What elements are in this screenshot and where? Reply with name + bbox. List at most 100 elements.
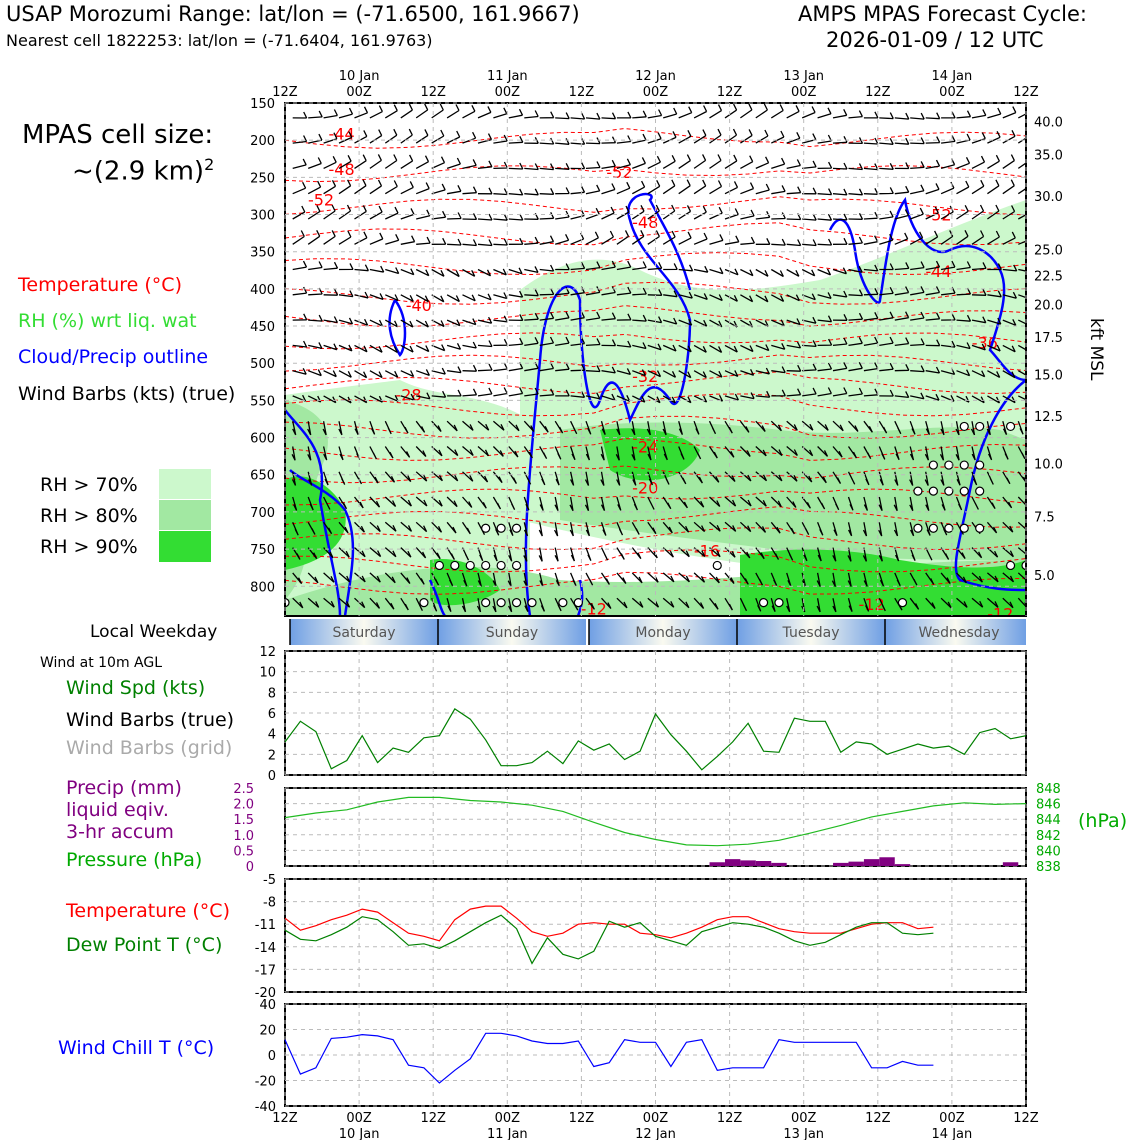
wind-barb [462, 268, 476, 277]
wind-barb [585, 446, 591, 461]
wind-barb [400, 128, 413, 144]
precip-bar [833, 862, 849, 866]
wind-barb [369, 232, 384, 245]
wind-barb [709, 234, 724, 245]
wind-barb [338, 155, 352, 169]
wind-barb [369, 154, 382, 169]
pressure-ytick: 842 [1036, 829, 1061, 844]
wind-barb [940, 260, 956, 271]
wind-barb [477, 547, 484, 562]
wind-barb [986, 446, 993, 461]
wind-barb [323, 496, 331, 510]
wind-barb [925, 572, 935, 585]
wind-barb [847, 496, 854, 511]
wind-barb [832, 267, 847, 275]
calm-circle [959, 486, 969, 496]
wind-barb [925, 136, 941, 144]
wind-barb [585, 231, 599, 245]
wind-barb [1002, 421, 1008, 435]
wind-barb [431, 344, 446, 352]
wind-barb [693, 232, 708, 245]
wind-barb [801, 293, 816, 301]
wind-barb [863, 312, 879, 321]
wind-barb [786, 598, 791, 613]
wind-barb [893, 522, 899, 537]
calm-circle [450, 560, 460, 571]
wind-barb [678, 154, 691, 169]
wind-barb [601, 339, 617, 347]
weekday-day-label: Wednesday [918, 625, 999, 641]
wind-barb [755, 183, 770, 195]
wind-barb [771, 238, 786, 246]
wind-barb [508, 188, 524, 196]
wind-barb [616, 368, 631, 376]
wind-barb [307, 521, 316, 535]
bottom-tick-label: 00Z [643, 1111, 669, 1126]
wind-barb [338, 496, 348, 510]
legend-rh: RH (%) wrt liq. wat [18, 310, 197, 332]
wind-barb [786, 239, 802, 247]
xs-top-tick-label: 12Z [865, 85, 891, 100]
kft-axis-label: kft MSL [1086, 318, 1106, 381]
wind-barb [771, 319, 785, 327]
wind-barb [493, 134, 508, 144]
wind-barb [508, 267, 523, 275]
wind-barb [941, 135, 956, 144]
wind-barb [354, 547, 366, 558]
wind-barb [477, 572, 482, 587]
wind-barb [940, 572, 951, 585]
legend-cloud: Cloud/Precip outline [18, 346, 209, 368]
wind-barb [925, 366, 941, 374]
wind-barb [338, 317, 354, 325]
wind-barb [446, 496, 458, 508]
wind-barb [693, 521, 706, 533]
wind-barb [323, 521, 333, 535]
wind-barb [539, 471, 546, 486]
calm-circle [975, 523, 985, 533]
calm-circle [511, 598, 522, 608]
wind-barb [616, 572, 627, 585]
wind-barb [415, 129, 429, 144]
wind-barb [446, 185, 462, 195]
wind-barb [755, 268, 769, 277]
wind-barb [400, 235, 416, 245]
wind-barb [956, 180, 970, 195]
wind-barb [431, 572, 440, 586]
pressure-label: Pressure (hPa) [66, 849, 203, 871]
wind-barb [555, 112, 570, 120]
wind-barb [724, 370, 739, 377]
wind-barb [523, 598, 529, 612]
wind-barb [338, 370, 352, 378]
wind-barb [786, 318, 801, 326]
wind-barb [862, 547, 868, 562]
temp-contour-label: -52 [925, 205, 951, 224]
wind-barb [493, 107, 508, 119]
wind-barb [678, 471, 687, 485]
wind-barb [446, 471, 459, 482]
wind-barb [831, 572, 837, 587]
wind-barb [323, 395, 337, 404]
precip-label-1: Precip (mm) [66, 777, 182, 799]
wind-barb [308, 110, 323, 119]
wind-barb [538, 522, 543, 537]
wind-barb [863, 235, 879, 245]
wind-barb [724, 208, 739, 220]
wind-barb [894, 232, 909, 245]
wind-barb [631, 572, 643, 584]
wind-barb [508, 237, 524, 245]
xs-pressure-tick: 500 [250, 357, 275, 372]
wind-barb [415, 496, 428, 507]
wind-barb [740, 103, 753, 119]
wind-barb [524, 266, 539, 274]
wind-barb [956, 395, 970, 403]
wind-barb [431, 103, 444, 119]
wind-barb [539, 572, 544, 587]
wind-barb [724, 496, 737, 507]
wind-barb [323, 230, 336, 245]
wind-barb [678, 291, 693, 299]
calm-circle [913, 523, 923, 533]
wind-barb [385, 294, 399, 302]
wind-barb [910, 311, 925, 321]
wind-barb [446, 547, 455, 560]
xs-pressure-tick: 750 [250, 543, 275, 558]
